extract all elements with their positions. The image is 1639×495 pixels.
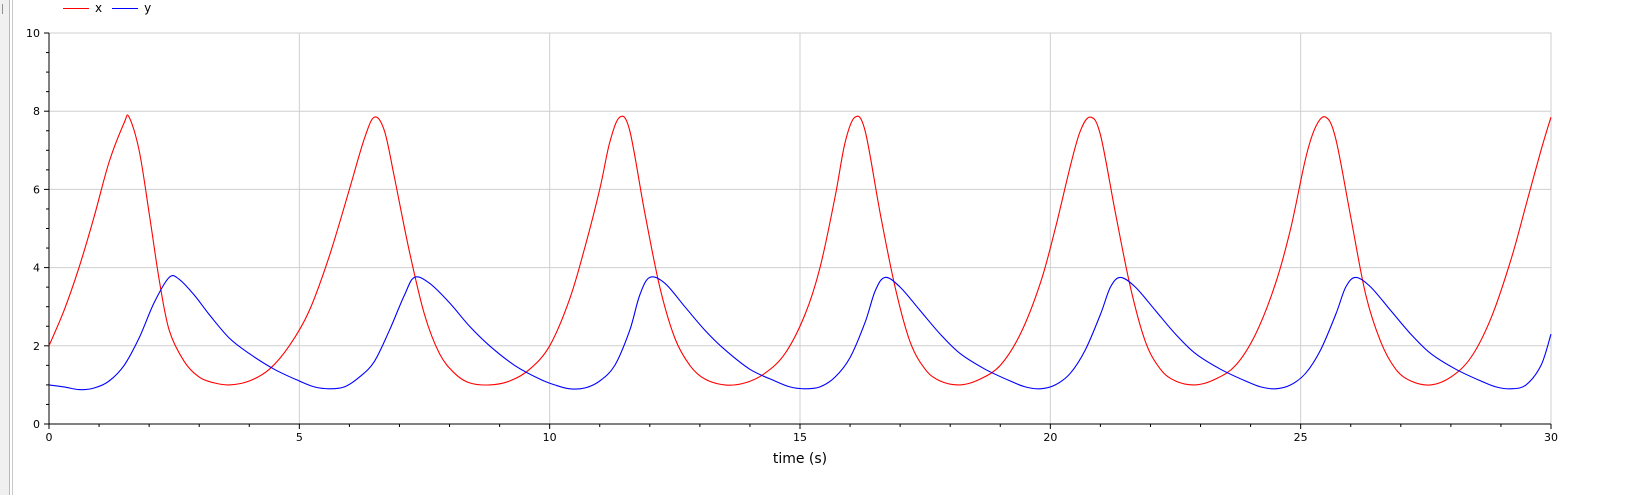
y-tick-label: 4 [33,262,40,275]
legend-label-x: x [95,1,103,15]
splitter-handle[interactable] [2,4,6,14]
line-chart[interactable]: 0 5 10 15 20 25 30 0 2 4 6 8 10 time (s) [13,0,1639,495]
series-line-y[interactable] [48,274,1552,391]
x-axis-label: time (s) [773,451,827,467]
x-tick-label: 20 [1043,431,1057,444]
y-tick-label: 0 [33,418,40,431]
x-tick-label: 5 [296,431,303,444]
x-tick-label: 15 [793,431,807,444]
legend-swatch-y [112,7,139,9]
series-line-x[interactable] [48,114,1552,386]
legend-item-x[interactable]: x [63,1,102,15]
left-panel-edge [0,0,10,495]
y-tick-label: 8 [33,105,40,118]
y-tick-label: 6 [33,183,40,196]
x-tick-label: 10 [543,431,557,444]
x-tick-label: 0 [46,431,53,444]
plot-window: x y 0 5 10 15 20 25 30 0 2 4 6 8 10 time (s) [12,0,1639,495]
y-tick-label: 10 [26,27,40,40]
x-tick-label: 25 [1294,431,1308,444]
legend: x y [63,0,151,16]
legend-label-y: y [144,1,152,15]
x-tick-label: 30 [1544,431,1558,444]
legend-swatch-x [63,7,89,9]
y-tick-label: 2 [33,340,40,353]
legend-item-y[interactable]: y [112,1,151,15]
